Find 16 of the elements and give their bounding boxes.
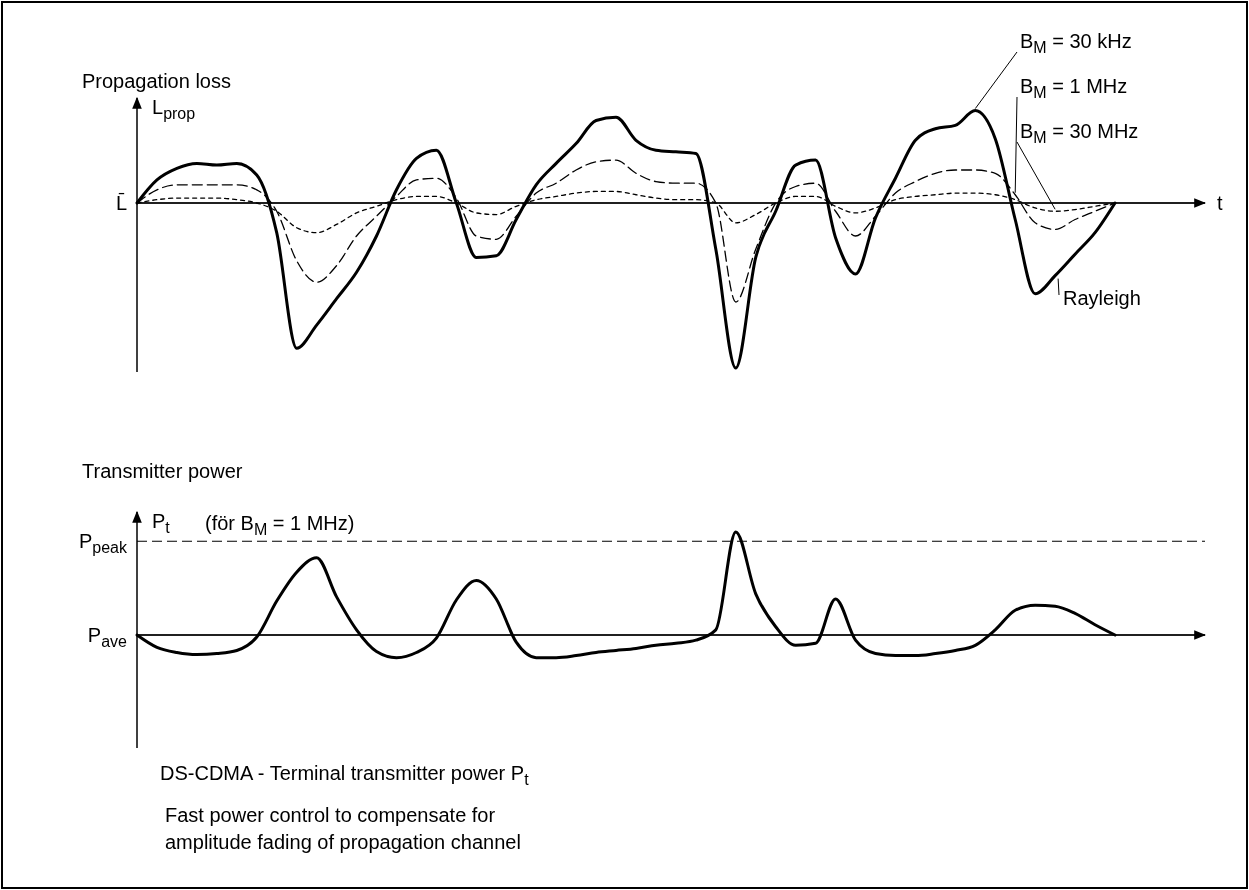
text: amplitude fading of propagation channel: [165, 831, 521, 853]
text: Fast power control to compensate for: [165, 804, 496, 826]
annotation: Rayleigh: [1063, 287, 1141, 309]
text: B$_{M}$ = 1 MHz: [1020, 75, 1128, 101]
x-axis-title: t: [1217, 192, 1223, 214]
chart-title: Propagation loss: [82, 70, 231, 92]
ref-line-label: P$_{ave}$: [87, 624, 128, 650]
text: B$_{M}$ = 30 MHz: [1020, 120, 1139, 146]
ref-line-label: L̄: [115, 191, 127, 214]
ref-line-label: P$_{peak}$: [78, 530, 128, 557]
chart-title: Transmitter power: [82, 460, 243, 482]
y-axis-title: P$_{t}$: [152, 510, 171, 536]
text: DS-CDMA - Terminal transmitter power P$_{t}$: [160, 762, 530, 788]
annotation: (för B$_{M}$ = 1 MHz): [205, 512, 355, 538]
y-axis-title: L$_{prop}$: [152, 96, 196, 122]
text: B$_{M}$ = 30 kHz: [1020, 30, 1132, 56]
